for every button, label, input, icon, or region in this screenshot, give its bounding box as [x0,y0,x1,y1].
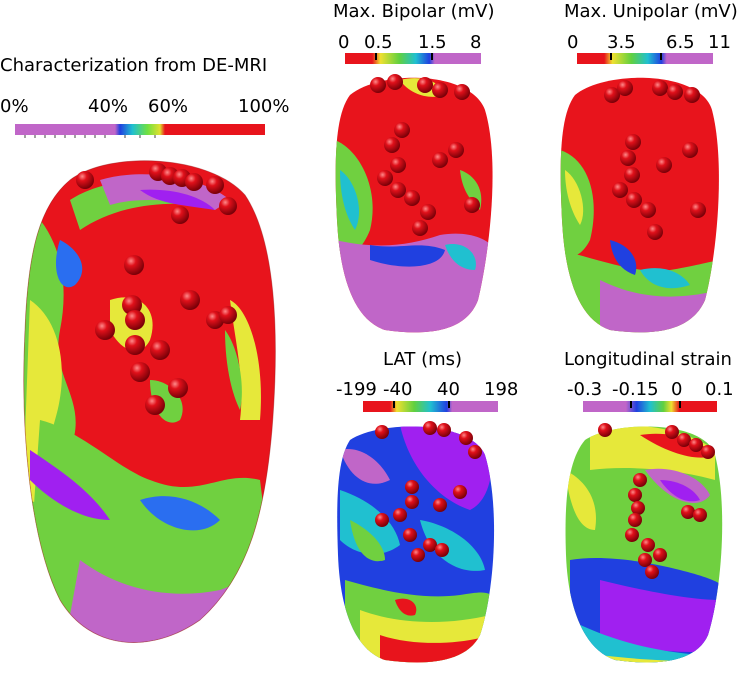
demri-tick-0: 0% [0,96,29,117]
lat-tick-0: -199 [336,379,377,400]
strain-tick-0: -0.3 [567,379,603,400]
demri-tick-1: 40% [88,96,129,117]
bipolar-colorbar [345,53,481,64]
bipolar-tick-2: 1.5 [418,32,447,53]
unipolar-colorbar [577,53,713,64]
bipolar-tick-0: 0 [338,32,350,53]
lat-colorbar [363,401,498,412]
strain-tick-3: 0.1 [705,379,734,400]
lat-title: LAT (ms) [383,349,463,370]
demri-tick-3: 100% [238,96,290,117]
bipolar-title: Max. Bipolar (mV) [333,1,495,22]
unipolar-tick-0: 0 [567,32,579,53]
unipolar-tick-3: 11 [708,32,731,53]
unipolar-tick-2: 6.5 [666,32,695,53]
demri-tick-2: 60% [148,96,189,117]
demri-title: Characterization from DE-MRI [0,55,268,76]
strain-title: Longitudinal strain [564,349,732,370]
strain-tick-1: -0.15 [612,379,659,400]
unipolar-title: Max. Unipolar (mV) [564,1,738,22]
strain-colorbar [583,401,717,412]
demri-colorbar [15,124,265,138]
strain-tick-2: 0 [671,379,683,400]
unipolar-tick-1: 3.5 [607,32,636,53]
lat-tick-2: 40 [437,379,460,400]
bipolar-tick-3: 8 [470,32,482,53]
lat-tick-3: 198 [484,379,519,400]
bipolar-tick-1: 0.5 [364,32,393,53]
lat-tick-1: -40 [383,379,413,400]
